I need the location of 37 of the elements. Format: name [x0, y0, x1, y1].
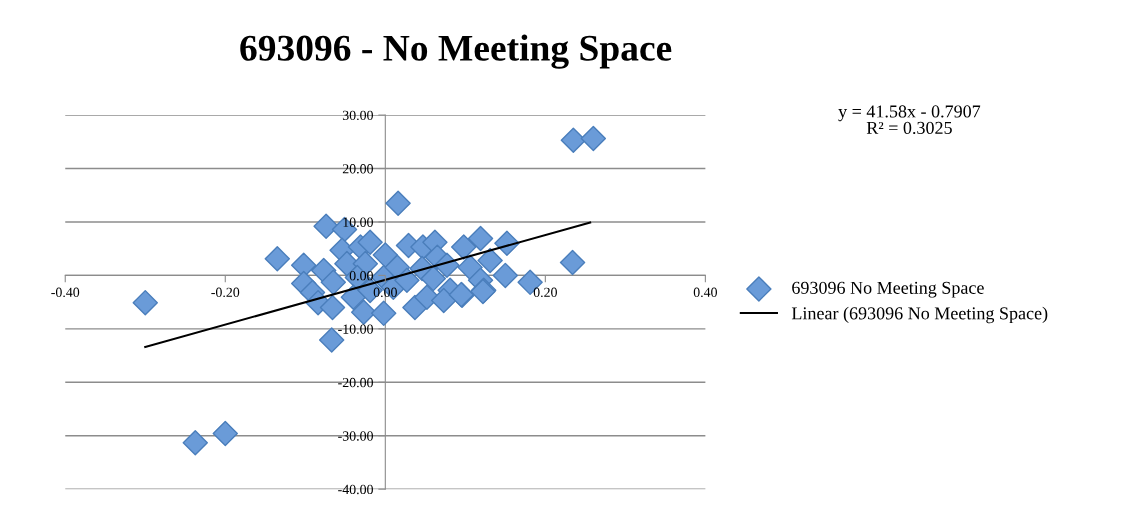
- y-tick-label: 30.00: [342, 110, 373, 121]
- point: [560, 127, 587, 153]
- legend-label: 693096 No Meeting Space: [792, 281, 984, 298]
- point: [357, 229, 383, 255]
- point: [212, 420, 239, 447]
- point: [420, 265, 447, 292]
- y-tick-label: -30.00: [338, 431, 373, 441]
- y-tick-label: 0.00: [349, 270, 373, 281]
- x-tick-label: 0.00: [373, 287, 397, 298]
- x-tick-label: 0.40: [693, 287, 717, 298]
- y-tick-label: -20.00: [338, 377, 373, 388]
- point: [492, 262, 519, 289]
- point: [132, 289, 158, 316]
- y-tick-label: -10.00: [338, 324, 373, 334]
- point: [313, 213, 339, 239]
- text: y = 41.58x - 0.7907 R² = 0.3025: [838, 105, 981, 135]
- point: [467, 225, 494, 252]
- x-tick-label: -0.20: [211, 287, 240, 298]
- y-tick-label: -40.00: [338, 484, 373, 495]
- point: [320, 269, 347, 296]
- chart-title: 693096 - No Meeting Space: [240, 34, 672, 69]
- point: [350, 299, 377, 325]
- point: [372, 242, 399, 268]
- point: [559, 249, 586, 276]
- point: [431, 287, 457, 314]
- legend-label: Linear (693096 No Meeting Space): [791, 306, 1048, 324]
- y-tick-label: 20.00: [342, 164, 373, 174]
- point: [451, 234, 477, 260]
- point: [477, 247, 503, 274]
- point: [264, 246, 291, 272]
- y-tick-label: 10.00: [343, 217, 373, 227]
- point: [385, 190, 411, 216]
- point: [580, 125, 607, 152]
- point: [319, 294, 346, 321]
- x-tick-label: -0.40: [51, 287, 80, 298]
- point: [182, 429, 208, 456]
- x-tick-label: 0.20: [533, 287, 557, 298]
